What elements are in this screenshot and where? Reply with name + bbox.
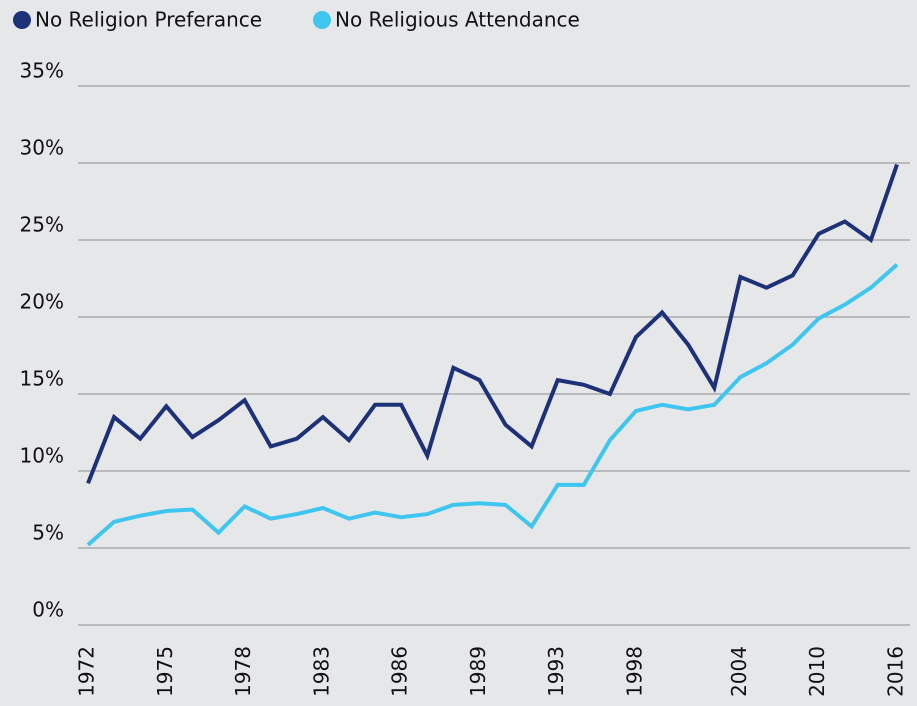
y-tick-label: 15% <box>20 367 64 391</box>
series-line <box>86 263 899 547</box>
y-tick-label: 0% <box>32 598 64 622</box>
y-tick-label: 5% <box>32 521 64 545</box>
x-tick-label: 1998 <box>623 646 647 697</box>
x-tick-label: 1986 <box>388 646 412 697</box>
x-tick-label: 2004 <box>727 646 751 697</box>
x-tick-label: 2010 <box>805 646 829 697</box>
legend-marker <box>313 11 331 29</box>
legend-label: No Religious Attendance <box>335 8 580 32</box>
y-tick-label: 35% <box>20 59 64 83</box>
legend-marker <box>13 11 31 29</box>
x-tick-label: 1983 <box>309 646 333 697</box>
series-line <box>86 163 899 485</box>
y-tick-label: 30% <box>20 136 64 160</box>
x-tick-label: 2016 <box>884 646 908 697</box>
x-tick-label: 1978 <box>231 646 255 697</box>
x-tick-label: 1989 <box>466 646 490 697</box>
y-tick-label: 10% <box>20 444 64 468</box>
y-tick-label: 20% <box>20 290 64 314</box>
x-tick-label: 1993 <box>544 646 568 697</box>
legend-label: No Religion Preferance <box>35 8 262 32</box>
y-tick-label: 25% <box>20 213 64 237</box>
x-tick-label: 1975 <box>153 646 177 697</box>
x-tick-label: 1972 <box>75 646 99 697</box>
